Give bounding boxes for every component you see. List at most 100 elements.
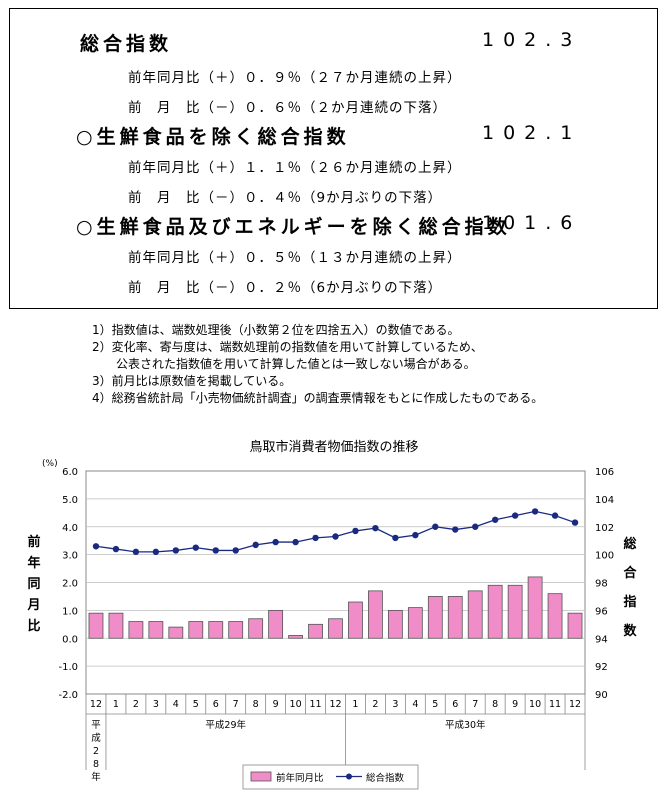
bar bbox=[108, 612, 124, 639]
y-left-tick-label: 5.0 bbox=[62, 495, 78, 506]
notes: 1）指数値は、端数処理後（小数第２位を四捨五入）の数値である。 2）変化率、寄与度… bbox=[92, 322, 543, 407]
note-line: 1）指数値は、端数処理後（小数第２位を四捨五入）の数値である。 bbox=[92, 323, 460, 337]
category-label: 9 bbox=[273, 699, 279, 710]
y-left-label-char: 同 bbox=[27, 577, 40, 592]
category-label: 7 bbox=[472, 699, 478, 710]
index-point bbox=[172, 547, 180, 554]
category-label: 12 bbox=[90, 699, 102, 710]
y-left-label-char: 比 bbox=[27, 618, 40, 634]
summary-sub-line: 前年同月比（＋）０．５％（１３か月連続の上昇） bbox=[128, 250, 462, 266]
summary-value: 101.6 bbox=[482, 212, 582, 234]
year-group-label-char: 成 bbox=[91, 732, 101, 744]
category-label: 8 bbox=[253, 699, 259, 710]
category-label: 3 bbox=[153, 699, 159, 710]
summary-box: 総合指数 102.3 前年同月比（＋）０．９％（２７か月連続の上昇） 前 月 比（－）… bbox=[9, 8, 658, 309]
bar bbox=[148, 621, 164, 639]
y-left-tick-label: -2.0 bbox=[58, 690, 78, 701]
index-point bbox=[452, 526, 459, 533]
index-point bbox=[112, 545, 120, 553]
y-left-tick-label: 1.0 bbox=[62, 606, 78, 617]
year-group-label-char: 8 bbox=[93, 759, 99, 770]
y-right-tick-label: 104 bbox=[595, 495, 614, 506]
bar bbox=[348, 601, 363, 639]
bar bbox=[467, 590, 483, 639]
category-label: 8 bbox=[492, 699, 498, 710]
index-point bbox=[432, 523, 439, 530]
y-left-tick-label: 4.0 bbox=[62, 523, 78, 534]
chart-title: 鳥取市消費者物価指数の推移 bbox=[249, 440, 419, 455]
summary-value: 102.3 bbox=[482, 29, 582, 51]
bar bbox=[368, 590, 383, 639]
index-point bbox=[412, 531, 419, 539]
index-point bbox=[132, 548, 140, 556]
category-label: 2 bbox=[372, 699, 378, 710]
category-label: 6 bbox=[213, 699, 219, 710]
category-label: 11 bbox=[549, 699, 561, 710]
year-group-label-char: 年 bbox=[91, 771, 101, 783]
y-left-tick-label: -1.0 bbox=[58, 662, 78, 673]
y-right-tick-label: 100 bbox=[595, 551, 614, 562]
summary-label: 総合指数 bbox=[80, 33, 173, 55]
category-label: 12 bbox=[569, 699, 581, 710]
y-left-unit: (%) bbox=[42, 459, 58, 469]
category-label: 4 bbox=[173, 699, 179, 710]
category-label: 11 bbox=[309, 699, 321, 710]
category-label: 5 bbox=[193, 699, 199, 710]
y-right-label-char: 数 bbox=[623, 623, 637, 639]
bar bbox=[527, 576, 543, 639]
legend-bar-label: 前年同月比 bbox=[276, 772, 324, 784]
y-right-tick-label: 90 bbox=[595, 690, 608, 701]
index-point bbox=[392, 534, 399, 542]
bar bbox=[208, 621, 224, 639]
index-point bbox=[531, 508, 539, 515]
bar bbox=[168, 626, 184, 639]
y-right-label-char: 総 bbox=[623, 536, 636, 552]
index-point bbox=[272, 538, 279, 546]
y-left-label-char: 前 bbox=[27, 534, 40, 550]
category-label: 3 bbox=[392, 699, 398, 710]
summary-sub-line: 前年同月比（＋）０．９％（２７か月連続の上昇） bbox=[128, 70, 462, 86]
bar bbox=[387, 609, 403, 639]
bar bbox=[567, 612, 583, 639]
summary-sub-line: 前 月 比（－）０．６％（２か月連続の下落） bbox=[128, 100, 447, 116]
bar bbox=[268, 609, 284, 639]
year-group-label-char: 平 bbox=[91, 720, 101, 731]
index-point bbox=[551, 512, 559, 519]
summary-label: ○生鮮食品を除く総合指数 bbox=[76, 126, 350, 148]
index-point bbox=[152, 548, 160, 556]
y-right-tick-label: 98 bbox=[595, 579, 608, 590]
y-left-label-char: 月 bbox=[26, 598, 40, 613]
y-right-tick-label: 94 bbox=[595, 634, 608, 645]
y-right-label-char: 指 bbox=[623, 594, 636, 610]
summary-sub-line: 前 月 比（－）０．２％（6か月ぶりの下落） bbox=[128, 280, 443, 296]
bar bbox=[88, 612, 104, 639]
legend-box bbox=[242, 764, 419, 790]
year-group-label: 平成30年 bbox=[445, 719, 486, 731]
category-label: 6 bbox=[452, 699, 458, 710]
category-label: 7 bbox=[233, 699, 239, 710]
bar bbox=[188, 621, 204, 639]
note-line: 3）前月比は原数値を掲載している。 bbox=[92, 374, 292, 388]
y-right-tick-label: 106 bbox=[595, 467, 614, 478]
y-left-label-char: 年 bbox=[27, 555, 40, 571]
bar bbox=[248, 618, 264, 639]
index-point bbox=[192, 544, 199, 551]
summary-label: ○生鮮食品及びエネルギーを除く総合指数 bbox=[76, 216, 511, 238]
note-line: 公表された指数値を用いて計算した値とは一致しない場合がある。 bbox=[92, 357, 476, 371]
index-point bbox=[92, 543, 100, 550]
index-point bbox=[511, 512, 519, 519]
category-label: 10 bbox=[529, 699, 541, 710]
index-point bbox=[212, 547, 219, 554]
index-point bbox=[491, 516, 499, 523]
year-group-label-char: 2 bbox=[93, 746, 99, 757]
index-point bbox=[372, 524, 379, 532]
category-label: 1 bbox=[352, 699, 358, 710]
category-label: 4 bbox=[412, 699, 418, 710]
summary-value: 102.1 bbox=[482, 122, 582, 144]
index-point bbox=[312, 534, 319, 542]
legend-line-marker bbox=[346, 773, 352, 780]
category-label: 2 bbox=[133, 699, 139, 710]
bar bbox=[547, 593, 563, 639]
y-left-tick-label: 6.0 bbox=[62, 467, 78, 478]
